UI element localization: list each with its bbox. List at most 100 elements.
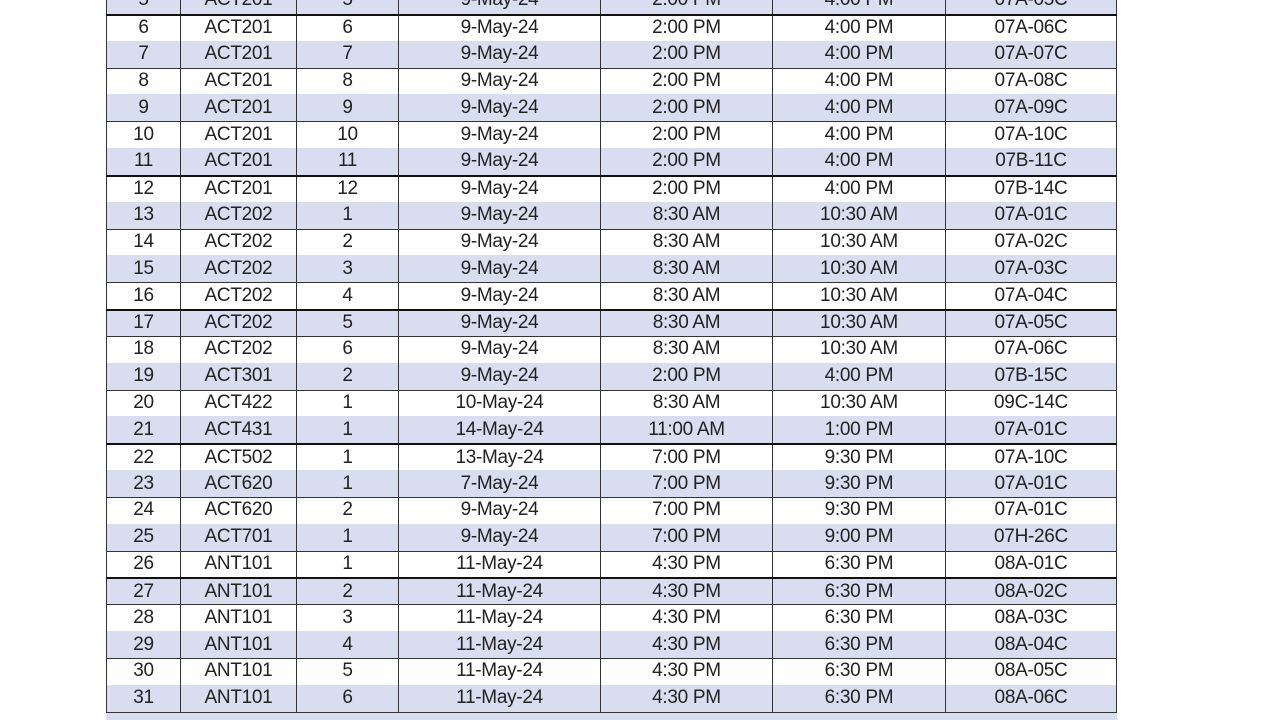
table-cell: 6:30 PM bbox=[772, 658, 945, 685]
table-row: 20 ACT422 1 10-May-24 8:30 AM 10:30 AM 09C-14C bbox=[106, 389, 1117, 418]
table-cell: 10:30 AM bbox=[772, 335, 945, 363]
table-cell: 8 bbox=[296, 67, 398, 95]
table-cell: 4:00 PM bbox=[772, 148, 945, 175]
table-cell: 09C-14C bbox=[945, 389, 1117, 417]
table-cell: 9-May-24 bbox=[398, 523, 600, 551]
table-cell: 08A-01C bbox=[945, 550, 1117, 578]
table-cell: 7 bbox=[106, 40, 180, 68]
table-cell: 4 bbox=[296, 282, 398, 310]
table-cell: 9-May-24 bbox=[398, 40, 600, 68]
table-cell: 17 bbox=[106, 311, 180, 336]
table-cell: 9 bbox=[106, 94, 180, 122]
table-row: 15 ACT202 3 9-May-24 8:30 AM 10:30 AM 07A-03C bbox=[106, 255, 1117, 284]
table-cell: 9-May-24 bbox=[398, 496, 600, 524]
table-cell: 2:00 PM bbox=[600, 362, 772, 390]
table-cell: 4:30 PM bbox=[600, 604, 772, 632]
table-cell: 8:30 AM bbox=[600, 201, 772, 229]
table-cell: 13-May-24 bbox=[398, 445, 600, 471]
table-cell: 6:30 PM bbox=[772, 579, 945, 605]
table-cell: ACT201 bbox=[180, 176, 296, 202]
table-cell: 9:30 PM bbox=[772, 496, 945, 524]
table-cell: 11-May-24 bbox=[398, 684, 600, 712]
table-cell: 11-May-24 bbox=[398, 658, 600, 685]
table-cell: 5 bbox=[296, 658, 398, 685]
table-row: 19 ACT301 2 9-May-24 2:00 PM 4:00 PM 07B-15C bbox=[106, 362, 1117, 391]
table-cell: 08A-06C bbox=[945, 684, 1117, 712]
table-cell: 2:00 PM bbox=[600, 40, 772, 68]
table-cell: 4:00 PM bbox=[772, 40, 945, 68]
table-cell: 9:00 PM bbox=[772, 523, 945, 551]
table-cell: 1 bbox=[296, 523, 398, 551]
table-cell: 9-May-24 bbox=[398, 201, 600, 229]
table-cell: 07A-03C bbox=[945, 255, 1117, 283]
table-cell: 7:00 PM bbox=[600, 496, 772, 524]
table-cell: 5 bbox=[296, 0, 398, 14]
table-cell: 4 bbox=[296, 631, 398, 658]
table-cell: 1 bbox=[296, 201, 398, 229]
table-cell: 6:30 PM bbox=[772, 684, 945, 712]
table-cell: 6:30 PM bbox=[772, 631, 945, 658]
table-cell: 8:30 AM bbox=[600, 282, 772, 310]
table-cell: ACT201 bbox=[180, 67, 296, 95]
table-cell: ACT202 bbox=[180, 335, 296, 363]
table-cell: ACT201 bbox=[180, 94, 296, 122]
table-cell: 2:00 PM bbox=[600, 94, 772, 122]
table-cell: 2:00 PM bbox=[600, 176, 772, 202]
table-cell: 4:30 PM bbox=[600, 684, 772, 712]
table-cell: 07A-01C bbox=[945, 416, 1117, 444]
table-cell: 07A-02C bbox=[945, 228, 1117, 256]
table-cell: 10-May-24 bbox=[398, 389, 600, 417]
table-cell: ACT201 bbox=[180, 0, 296, 14]
table-row: 18 ACT202 6 9-May-24 8:30 AM 10:30 AM 07A-06C bbox=[106, 335, 1117, 364]
table-cell: 29 bbox=[106, 631, 180, 658]
table-cell: 6 bbox=[296, 15, 398, 41]
table-cell: 8:30 AM bbox=[600, 335, 772, 363]
table-cell: ACT620 bbox=[180, 496, 296, 524]
table-cell: 3 bbox=[296, 604, 398, 632]
table-row: 23 ACT620 1 7-May-24 7:00 PM 9:30 PM 07A-01C bbox=[106, 470, 1117, 498]
table-row: 16 ACT202 4 9-May-24 8:30 AM 10:30 AM 07A-04C bbox=[106, 282, 1117, 311]
table-cell: 2 bbox=[296, 496, 398, 524]
table-row: 28 ANT101 3 11-May-24 4:30 PM 6:30 PM 08A-03C bbox=[106, 604, 1117, 633]
table-cell: 08A-03C bbox=[945, 604, 1117, 632]
table-cell: 14-May-24 bbox=[398, 416, 600, 444]
table-cell: 8:30 AM bbox=[600, 389, 772, 417]
table-cell: ACT201 bbox=[180, 15, 296, 41]
table-cell: 8:30 AM bbox=[600, 228, 772, 256]
table-row: 30 ANT101 5 11-May-24 4:30 PM 6:30 PM 08A-05C bbox=[106, 658, 1117, 686]
table-cell: ACT201 bbox=[180, 148, 296, 175]
table-cell: 19 bbox=[106, 362, 180, 390]
table-cell: 9:30 PM bbox=[772, 445, 945, 471]
table-cell: 11-May-24 bbox=[398, 550, 600, 578]
table-cell: 07A-05C bbox=[945, 311, 1117, 336]
table-cell: 11-May-24 bbox=[398, 604, 600, 632]
table-cell: 9-May-24 bbox=[398, 176, 600, 202]
table-cell: ACT202 bbox=[180, 201, 296, 229]
table-cell: 07A-08C bbox=[945, 67, 1117, 95]
table-cell: 9-May-24 bbox=[398, 255, 600, 283]
table-cell: 4:00 PM bbox=[772, 121, 945, 149]
table-cell: ACT701 bbox=[180, 523, 296, 551]
table-cell: 10:30 AM bbox=[772, 311, 945, 336]
table-cell: 2:00 PM bbox=[600, 15, 772, 41]
table-cell: 10:30 AM bbox=[772, 389, 945, 417]
table-cell: 9-May-24 bbox=[398, 335, 600, 363]
table-cell: ACT202 bbox=[180, 228, 296, 256]
table-cell: ACT202 bbox=[180, 311, 296, 336]
table-row: 10 ACT201 10 9-May-24 2:00 PM 4:00 PM 07A-10C bbox=[106, 121, 1117, 150]
table-cell: 5 bbox=[296, 311, 398, 336]
table-cell: ANT101 bbox=[180, 658, 296, 685]
table-row: 27 ANT101 2 11-May-24 4:30 PM 6:30 PM 08A-02C bbox=[106, 577, 1117, 606]
table-cell: 4:00 PM bbox=[772, 0, 945, 14]
table-cell: 4:00 PM bbox=[772, 176, 945, 202]
table-cell: 4:00 PM bbox=[772, 67, 945, 95]
table-row: 14 ACT202 2 9-May-24 8:30 AM 10:30 AM 07A-02C bbox=[106, 228, 1117, 257]
table-cell: 30 bbox=[106, 658, 180, 685]
table-cell: 07A-05C bbox=[945, 0, 1117, 14]
table-row: 25 ACT701 1 9-May-24 7:00 PM 9:00 PM 07H-26C bbox=[106, 523, 1117, 552]
table-cell: 4:30 PM bbox=[600, 631, 772, 658]
table-cell: 18 bbox=[106, 335, 180, 363]
table-cell: 4:30 PM bbox=[600, 550, 772, 578]
